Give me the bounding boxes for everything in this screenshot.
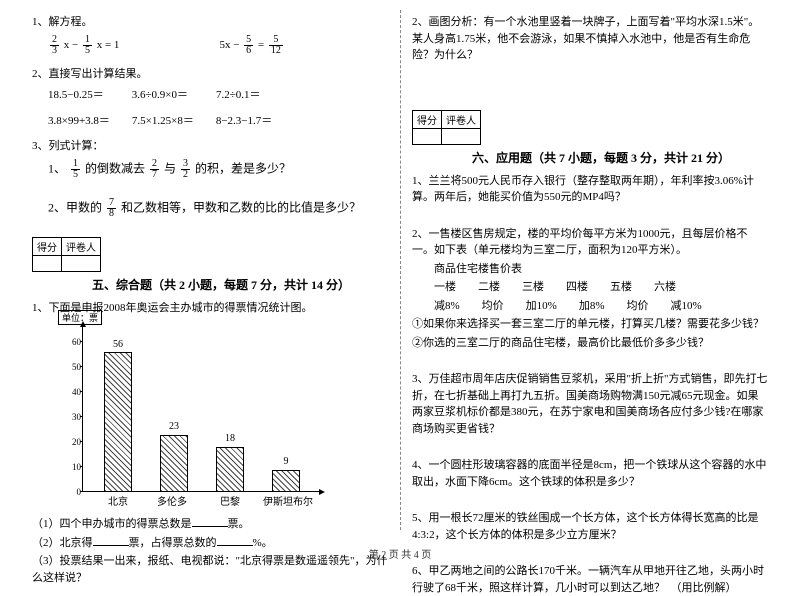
- bar-toronto: [160, 435, 188, 492]
- column-divider: [400, 10, 401, 530]
- q2-row1: 18.5−0.25＝ 3.6÷0.9×0＝ 7.2÷0.1＝: [32, 86, 388, 102]
- score-box-5: 得分 评卷人: [32, 237, 388, 272]
- q1-expr1: 23 x − 15 x = 1: [48, 35, 119, 56]
- app-q2-l2: 商品住宅楼售价表: [412, 261, 768, 278]
- q3-sub1: 1、 15 的倒数减去 27 与 32 的积，差是多少？: [32, 159, 388, 180]
- page-footer: 第 2 页 共 4 页: [0, 546, 800, 561]
- q2-row2: 3.8×99+3.8＝ 7.5×1.25×8＝ 8−2.3−1.7＝: [32, 112, 388, 128]
- q1-expr2: 5x − 56 = 512: [219, 35, 284, 56]
- section-6-title: 六、应用题（共 7 小题，每题 3 分，共计 21 分）: [472, 149, 768, 167]
- bar-beijing: [104, 352, 132, 492]
- grader-cell: 评卷人: [442, 110, 481, 128]
- app-q3: 3、万佳超市周年店庆促销销售豆浆机，采用"折上折"方式销售，即先打七折，在七折基…: [412, 371, 768, 437]
- app-q2-l6: ②你选的三室二厅的商品住宅楼，最高价比最低价多多少钱？: [412, 335, 768, 352]
- q3-label: 3、列式计算：: [32, 138, 388, 155]
- app-q2-l3: 一楼 二楼 三楼 四楼 五楼 六楼: [412, 279, 768, 296]
- vote-bar-chart: 单位：票 0 10 20 30 40 50 60 56 北京 23 多伦多 18…: [60, 320, 320, 510]
- r-q2: 2、画图分析：有一个水池里竖着一块牌子，上面写着"平均水深1.5米"。某人身高1…: [412, 14, 768, 64]
- bar-istanbul: [272, 470, 300, 492]
- app-q1: 1、兰兰将500元人民币存入银行（整存整取两年期），年利率按3.06%计算。两年…: [412, 173, 768, 206]
- app-q5: 5、用一根长72厘米的铁丝围成一个长方体，这个长方体得长宽高的比是4:3:2，这…: [412, 510, 768, 543]
- app-q6: 6、甲乙两地之间的公路长170千米。一辆汽车从甲地开往乙地，头两小时行驶了68千…: [412, 563, 768, 596]
- bar-paris: [216, 447, 244, 492]
- grader-cell: 评卷人: [62, 237, 101, 255]
- left-column: 1、解方程。 23 x − 15 x = 1 5x − 56 = 512 2、直…: [20, 8, 400, 545]
- q3-sub2: 2、甲数的 78 和乙数相等，甲数和乙数的比的比值是多少？: [32, 198, 388, 219]
- chart-sub-1: （1）四个申办城市的得票总数是票。: [32, 516, 388, 533]
- score-cell: 得分: [33, 237, 62, 255]
- q2-label: 2、直接写出计算结果。: [32, 66, 388, 83]
- q1-label: 1、解方程。: [32, 14, 388, 31]
- app-q2-l1: 2、一售楼区售房规定，楼的平均价每平方米为1000元，且每层价格不一。如下表（单…: [412, 226, 768, 259]
- q1-expressions: 23 x − 15 x = 1 5x − 56 = 512: [32, 35, 388, 56]
- app-q4: 4、一个圆柱形玻璃容器的底面半径是8cm，把一个铁球从这个容器的水中取出，水面下…: [412, 457, 768, 490]
- app-q2-l5: ①如果你来选择买一套三室二厅的单元楼，打算买几楼？需要花多少钱？: [412, 316, 768, 333]
- app-q2-l4: 减8% 均价 加10% 加8% 均价 减10%: [412, 298, 768, 315]
- y-axis: 0 10 20 30 40 50 60: [82, 326, 83, 492]
- right-column: 2、画图分析：有一个水池里竖着一块牌子，上面写着"平均水深1.5米"。某人身高1…: [400, 8, 780, 545]
- section-5-title: 五、综合题（共 2 小题，每题 7 分，共计 14 分）: [92, 276, 388, 294]
- score-box-6: 得分 评卷人: [412, 110, 768, 145]
- score-cell: 得分: [413, 110, 442, 128]
